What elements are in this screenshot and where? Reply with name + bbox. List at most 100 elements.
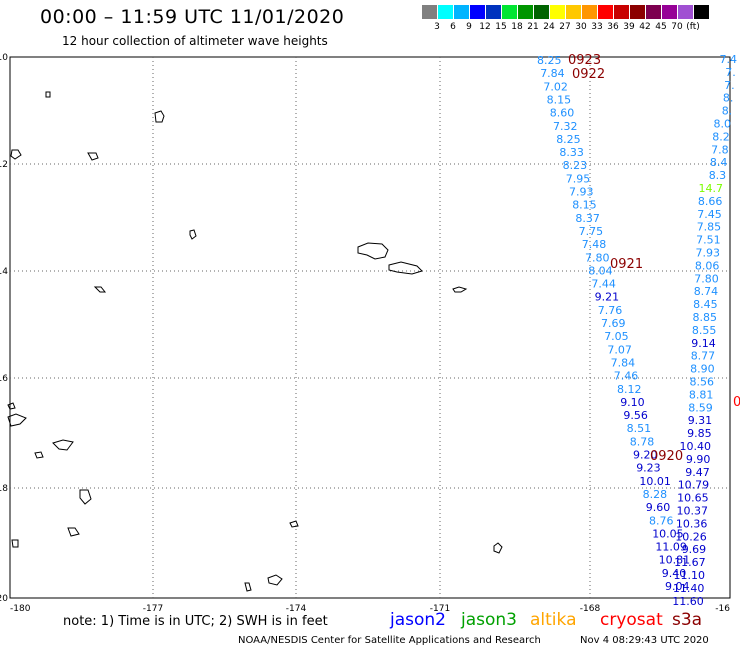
- track-value: 8.81: [689, 388, 714, 401]
- track-value: 7.: [725, 66, 736, 79]
- track-value: 8.3: [709, 169, 727, 182]
- track-value: 10.81: [659, 554, 691, 567]
- track-value: 7.76: [598, 304, 623, 317]
- longitude-label: -180: [10, 604, 31, 614]
- longitude-label: -174: [286, 604, 307, 614]
- track-value: 8.60: [550, 107, 575, 120]
- track-value: 8.23: [563, 159, 588, 172]
- track-value: 9.10: [620, 396, 645, 409]
- track-value: 14.7: [699, 182, 724, 195]
- longitude-label: -177: [143, 604, 163, 614]
- map-frame: [9, 56, 731, 599]
- track-value: 7.75: [579, 225, 604, 238]
- colorbar-swatch: [469, 5, 485, 19]
- track-value: 10.26: [675, 530, 707, 543]
- track-value: 8.06: [695, 259, 720, 272]
- track-value: 8.0: [714, 118, 732, 131]
- track-value: 10.37: [677, 505, 709, 518]
- colorbar-label: 30: [575, 22, 587, 32]
- track-value: 8.25: [556, 133, 581, 146]
- colorbar-label: 21: [527, 22, 539, 32]
- island-small: [493, 542, 503, 554]
- colorbar-swatch: [613, 5, 629, 19]
- timestamp-text: Nov 4 08:29:43 UTC 2020: [580, 635, 709, 646]
- islands: [7, 91, 503, 592]
- altimeter-tracks: 8.257.847.028.158.607.328.258.338.237.95…: [537, 53, 740, 608]
- track-value: 8.25: [537, 54, 562, 67]
- satellite-legend-item: jason3: [461, 610, 517, 630]
- track-value: 7.95: [566, 172, 591, 185]
- satellite-legend-item: cryosat: [600, 610, 663, 630]
- track-value: 10.01: [639, 475, 671, 488]
- island-small: [289, 520, 299, 528]
- track-value: 8.: [722, 105, 733, 118]
- track-value: 8.90: [690, 363, 715, 376]
- track-value: 9.69: [682, 543, 707, 556]
- track-value: 8.55: [692, 324, 717, 337]
- track-value: 7.93: [696, 247, 721, 260]
- track-value: 9.21: [595, 291, 620, 304]
- track-value: 8.77: [691, 350, 716, 363]
- colorbar-labels: 3 6 9 12 15 18 21 24 27 30 33 36 39 42 45 70 (ft): [421, 22, 740, 34]
- longitude-label: -16: [715, 604, 730, 614]
- latitude-label: -10: [0, 53, 8, 63]
- pass-time-label: 0: [733, 395, 740, 410]
- colorbar-swatch: [661, 5, 677, 19]
- pass-time-label: 0923: [568, 53, 601, 68]
- track-value: 8.56: [690, 376, 715, 389]
- island-small: [267, 574, 283, 586]
- island-small: [45, 91, 51, 98]
- island-small: [67, 527, 80, 537]
- track-value: 9.47: [685, 466, 710, 479]
- track-value: 7.84: [540, 67, 565, 80]
- island-small: [154, 110, 165, 123]
- satellite-legend-item: jason2: [390, 610, 446, 630]
- track-value: 10.65: [677, 492, 709, 505]
- colorbar-label: 45: [655, 22, 667, 32]
- pass-time-label: 0921: [610, 257, 643, 272]
- track-value: 8.51: [627, 422, 652, 435]
- colorbar-swatch: [517, 5, 533, 19]
- island-small: [7, 413, 27, 427]
- track-value: 8.74: [694, 285, 719, 298]
- track-value: 9.56: [623, 409, 648, 422]
- island-upolu: [388, 261, 423, 275]
- track-value: 9.04: [665, 580, 690, 593]
- colorbar-swatch: [549, 5, 565, 19]
- track-value: 9.40: [662, 567, 687, 580]
- track-value: 7.80: [694, 272, 719, 285]
- colorbar-swatch: [437, 5, 453, 19]
- latitude-label: -18: [0, 484, 8, 494]
- island-small: [7, 402, 16, 410]
- track-value: 8.: [723, 92, 734, 105]
- track-value: 8.4: [710, 156, 728, 169]
- island-small: [87, 152, 99, 161]
- track-value: 11.67: [674, 556, 706, 569]
- track-value: 7.4: [720, 53, 738, 66]
- track-value: 8.76: [649, 514, 674, 527]
- track-value: 9.23: [636, 462, 661, 475]
- track-value: 7.84: [611, 356, 636, 369]
- track-value: 8.28: [643, 488, 668, 501]
- track-value: 10.79: [678, 479, 710, 492]
- track-value: 7.93: [569, 186, 594, 199]
- track-value: 11.40: [673, 582, 705, 595]
- track-value: 11.10: [674, 569, 706, 582]
- colorbar-label: 39: [623, 22, 635, 32]
- colorbar-label: 9: [466, 22, 472, 32]
- track-value: 8.85: [693, 311, 718, 324]
- track-value: 7.46: [614, 370, 639, 383]
- satellite-legend-item: s3a: [672, 610, 703, 630]
- track-value: 8.78: [630, 435, 655, 448]
- track-value: 9.90: [686, 453, 711, 466]
- track-value: 8.66: [698, 195, 723, 208]
- track-value: 7.07: [607, 343, 632, 356]
- colorbar-swatch: [581, 5, 597, 19]
- track-value: 7.80: [585, 251, 610, 264]
- track-value: 8.59: [688, 401, 713, 414]
- island-small: [34, 451, 44, 459]
- track-value: 7.02: [543, 80, 568, 93]
- track-value: 9.60: [646, 501, 671, 514]
- track-value: 7.51: [696, 234, 721, 247]
